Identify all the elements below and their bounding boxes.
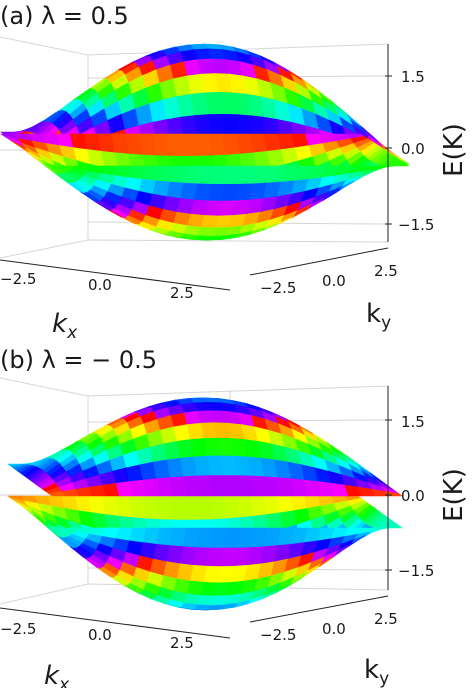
- panel-a-upper-surface: [0, 43, 410, 165]
- panel-a-y-ticks: −2.5 0.0 2.5: [260, 262, 398, 297]
- panel-b-title: (b) λ = − 0.5: [0, 346, 157, 374]
- panel-a-title: (a) λ = 0.5: [0, 2, 129, 30]
- panel-b-y-tick-label: 0.0: [322, 620, 346, 638]
- panel-a-y-tick-label: 2.5: [374, 262, 398, 280]
- panel-b-y-axis-label: ky: [364, 655, 389, 688]
- panel-b-z-axis-label: E(K): [439, 468, 469, 522]
- panel-a-z-tick-label: 0.0: [401, 140, 425, 158]
- panel-a-y-axis-label: ky: [366, 299, 391, 333]
- panel-b: 1.5 0.0 −1.5 −2.5 0.0 2.5 −2.5 0.0 2.5 (…: [0, 346, 469, 688]
- panel-a-x-tick-label: 0.0: [88, 276, 112, 294]
- panel-a-lower-surface-facet: [377, 165, 396, 169]
- panel-a-y-axis: [249, 247, 389, 276]
- panel-b-y-tick-label: −2.5: [260, 626, 296, 644]
- panel-b-x-axis: [0, 607, 231, 639]
- panel-b-upper-surface: [7, 397, 403, 497]
- panel-a-x-axis-label: kx: [52, 309, 78, 343]
- panel-a-z-ticks: 1.5 0.0 −1.5: [385, 68, 434, 234]
- panel-b-y-ticks: −2.5 0.0 2.5: [260, 610, 398, 644]
- panel-a-z-tick-label: 1.5: [401, 68, 425, 86]
- panel-b-lower-surface: [7, 495, 403, 611]
- panel-a-lower-surface-facet: [391, 163, 410, 167]
- panel-a-y-tick-label: 0.0: [322, 272, 346, 290]
- panel-b-z-tick-label: 0.0: [401, 487, 425, 505]
- panel-a-y-tick-label: −2.5: [260, 279, 296, 297]
- panel-a-x-tick-label: −2.5: [0, 270, 36, 288]
- panel-b-lower-surface-facet: [385, 525, 403, 529]
- panel-b-z-tick-label: −1.5: [398, 562, 434, 580]
- panel-a-x-axis: [0, 259, 231, 291]
- panel-b-y-tick-label: 2.5: [374, 610, 398, 628]
- panel-b-x-ticks: −2.5 0.0 2.5: [0, 620, 194, 652]
- panel-a: 1.5 0.0 −1.5 −2.5 0.0 2.5 −2.5 0.0 2.5 (…: [0, 2, 469, 343]
- panel-a-z-axis-label: E(K): [439, 123, 469, 177]
- panel-b-x-tick-label: −2.5: [0, 620, 36, 638]
- panel-b-z-ticks: 1.5 0.0 −1.5: [385, 413, 434, 580]
- panel-a-x-ticks: −2.5 0.0 2.5: [0, 270, 194, 302]
- panel-b-x-axis-label: kx: [44, 661, 70, 688]
- panel-b-x-tick-label: 2.5: [170, 634, 194, 652]
- panel-a-z-tick-label: −1.5: [398, 216, 434, 234]
- panel-b-y-axis: [249, 595, 389, 623]
- panel-a-floor-edge: [87, 239, 389, 243]
- panel-a-lower-surface: [0, 133, 410, 241]
- panel-b-x-tick-label: 0.0: [88, 626, 112, 644]
- panel-a-x-tick-label: 2.5: [170, 284, 194, 302]
- panel-b-z-tick-label: 1.5: [401, 413, 425, 431]
